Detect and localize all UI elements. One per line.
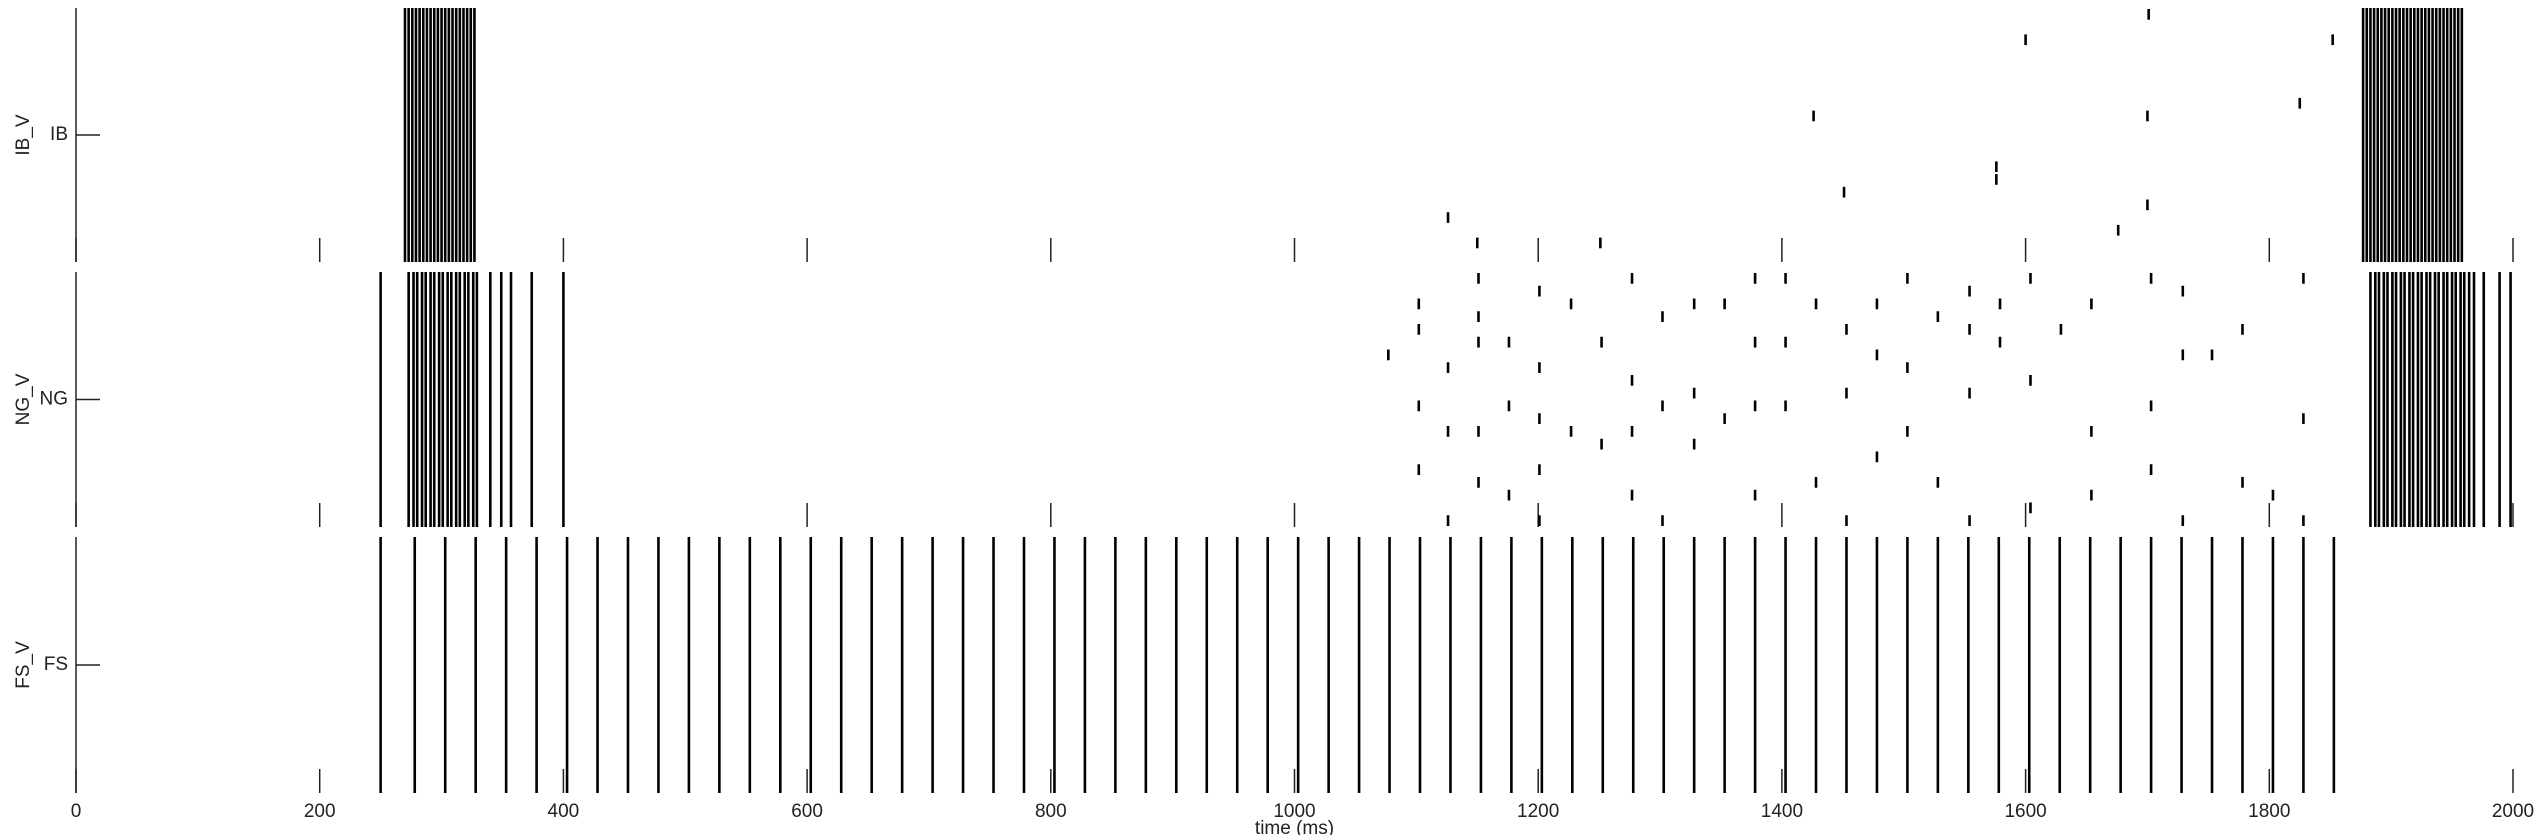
- y-tick-label: IB: [50, 124, 68, 145]
- x-tick-label: 1600: [2004, 801, 2046, 822]
- x-tick-label: 1400: [1761, 801, 1803, 822]
- y-axis-label: IB_V: [13, 114, 34, 156]
- x-tick-label: 800: [1035, 801, 1067, 822]
- x-tick-label: 400: [548, 801, 580, 822]
- x-tick-label: 0: [71, 801, 82, 822]
- x-axis-label: time (ms): [1255, 818, 1334, 835]
- x-tick-label: 1200: [1517, 801, 1559, 822]
- x-tick-label: 1800: [2248, 801, 2290, 822]
- x-tick-label: 200: [304, 801, 336, 822]
- x-tick-label: 600: [791, 801, 823, 822]
- y-tick-label: NG: [40, 389, 69, 410]
- y-tick-label: FS: [44, 654, 68, 675]
- y-axis-label: FS_V: [13, 641, 34, 689]
- x-tick-label: 1000: [1273, 801, 1315, 822]
- y-axis-label: NG_V: [13, 373, 34, 425]
- x-tick-label: 2000: [2492, 801, 2534, 822]
